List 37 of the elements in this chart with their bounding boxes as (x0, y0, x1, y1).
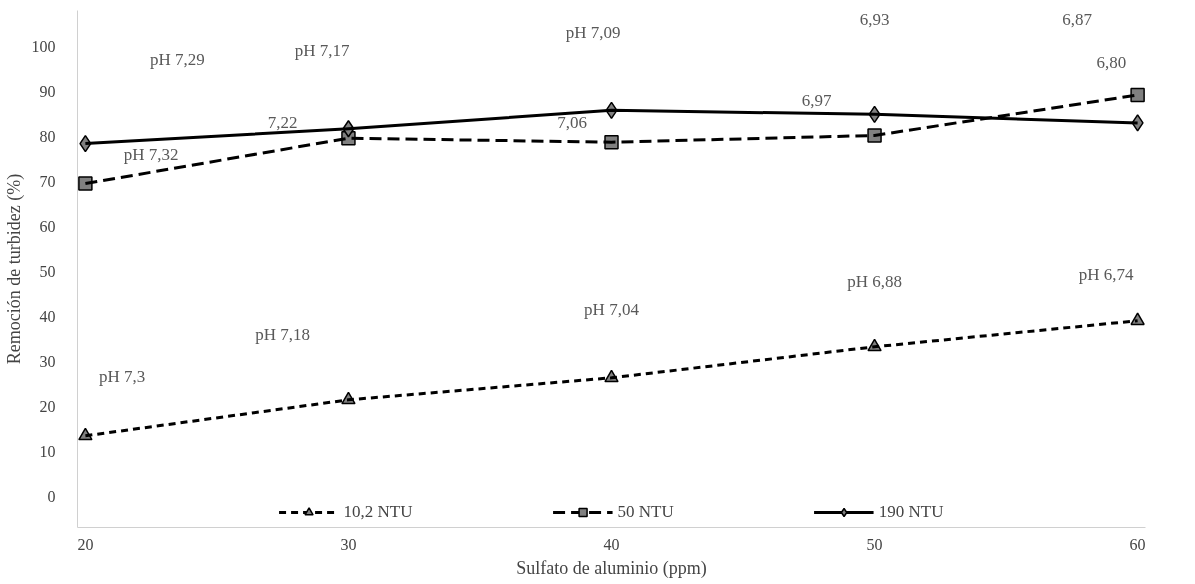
x-tick-label: 30 (340, 535, 357, 553)
annotation: pH 7,3 (99, 366, 146, 386)
y-tick-label: 90 (39, 82, 56, 100)
x-tick-label: 20 (77, 535, 94, 553)
annotation: 7,22 (267, 113, 298, 133)
x-tick-label: 40 (603, 535, 620, 553)
y-tick-label: 50 (39, 262, 56, 280)
legend-label: 10,2 NTU (343, 502, 413, 522)
y-axis-title: Remoción de turbidez (%) (3, 173, 25, 365)
x-axis-title: Sulfato de aluminio (ppm) (516, 557, 707, 579)
y-tick-label: 20 (39, 397, 56, 415)
annotation: 6,80 (1096, 52, 1127, 72)
annotation: pH 7,18 (255, 324, 311, 344)
legend-label: 190 NTU (878, 502, 944, 522)
y-tick-label: 100 (31, 37, 56, 55)
y-tick-label: 0 (47, 487, 56, 505)
annotation: pH 7,17 (294, 41, 351, 61)
x-tick-label: 50 (866, 535, 883, 553)
y-tick-label: 80 (39, 127, 56, 145)
point (1130, 87, 1145, 103)
y-tick-label: 10 (39, 442, 56, 460)
annotation: pH 7,04 (584, 299, 640, 319)
annotation: pH 6,74 (1078, 264, 1134, 284)
legend-label: 50 NTU (617, 502, 674, 522)
annotation: pH 7,09 (565, 23, 621, 43)
x-tick-label: 60 (1129, 535, 1146, 553)
annotation: pH 7,29 (150, 50, 205, 70)
annotation: 6,87 (1062, 9, 1093, 29)
annotation: pH 7,32 (123, 144, 179, 164)
y-tick-label: 40 (39, 307, 56, 325)
annotation: 6,93 (859, 9, 890, 29)
y-tick-label: 60 (39, 217, 56, 235)
annotation: 7,06 (557, 113, 587, 133)
annotation: 6,97 (801, 90, 833, 110)
y-tick-label: 70 (39, 172, 56, 190)
annotation: pH 6,88 (847, 272, 902, 292)
y-tick-label: 30 (39, 352, 56, 370)
